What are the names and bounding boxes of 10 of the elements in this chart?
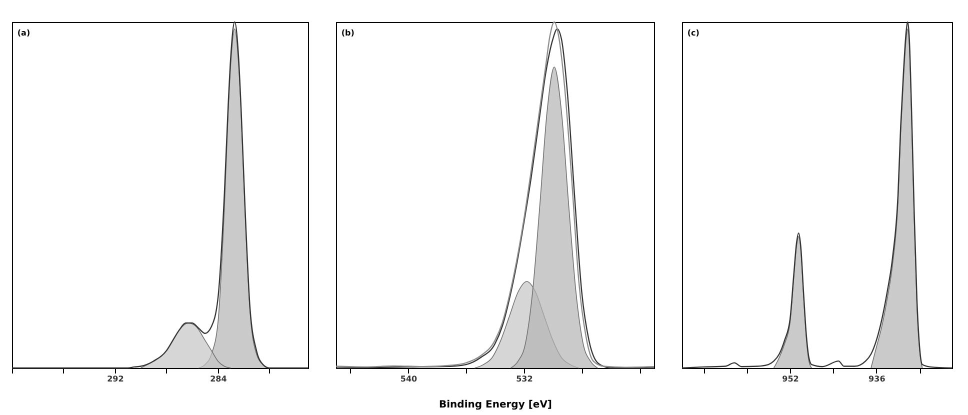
text: (a) [17,28,30,38]
x-tick-label: 532 [516,374,533,384]
x-tick-label: 936 [868,374,886,384]
x-tick-label: 292 [107,374,124,384]
x-tick-label: 952 [782,374,799,384]
x-tick-label: 540 [400,374,418,384]
text: (c) [687,28,700,38]
x-tick-label: 284 [210,374,228,384]
x-axis-title: Binding Energy [eV] [439,400,552,410]
text: (b) [341,28,354,38]
